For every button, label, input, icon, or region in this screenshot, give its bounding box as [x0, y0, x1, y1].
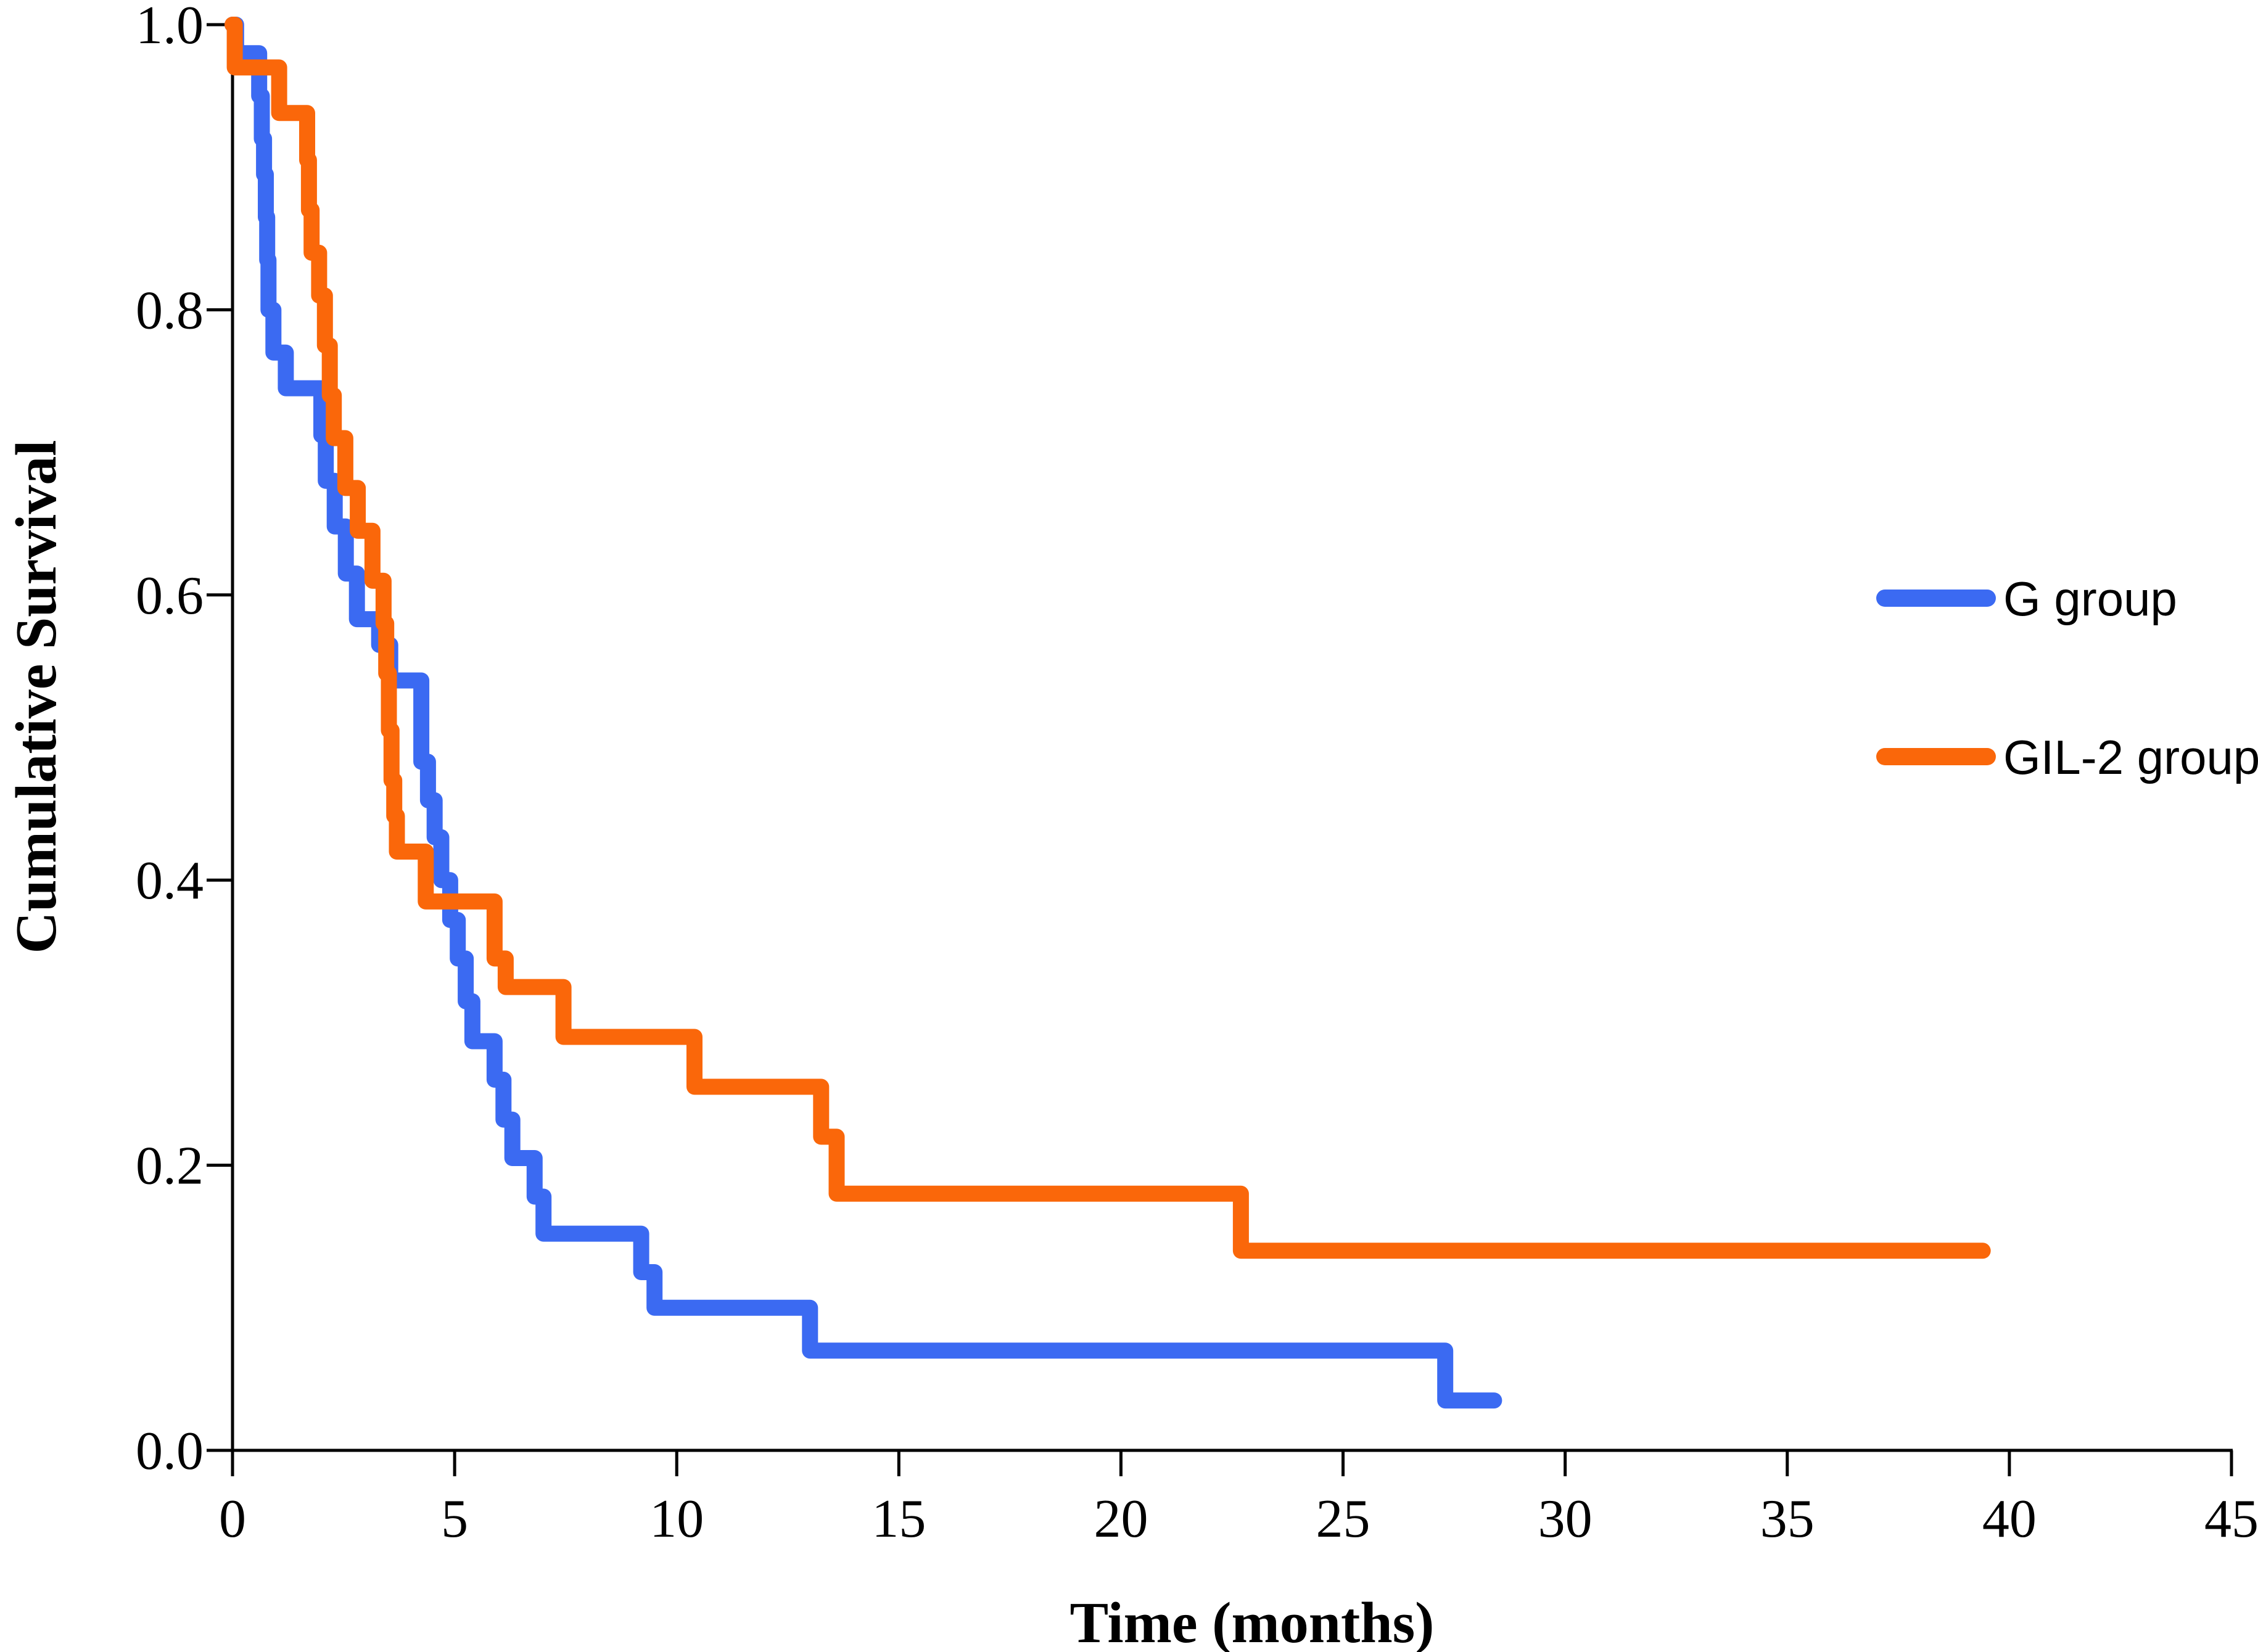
survival-curves	[225, 17, 1991, 1409]
survival-curve-g-group	[225, 17, 1502, 1409]
x-tick-label: 45	[2204, 1489, 2258, 1549]
x-axis-title: Time (months)	[1070, 1591, 1435, 1652]
x-tick-label: 15	[871, 1489, 926, 1549]
legend-label-g-group: G group	[2003, 572, 2177, 626]
x-tick-label: 0	[219, 1489, 246, 1549]
y-tick-label: 0.8	[136, 281, 204, 340]
y-tick-label: 0.2	[136, 1136, 204, 1196]
y-axis-title: Cumulative Survival	[4, 440, 68, 953]
x-tick-label: 20	[1094, 1489, 1148, 1549]
y-tick-label: 0.0	[136, 1421, 204, 1481]
y-tick-label: 0.4	[136, 851, 204, 911]
axes: 0 5 10 15 20 25 30 35 40 45 0.0 0.2 0.4 0.6 0.8 1.0	[136, 0, 2258, 1549]
legend-label-gil2-group: GIL-2 group	[2003, 730, 2258, 784]
x-tick-label: 30	[1538, 1489, 1593, 1549]
x-tick-label: 10	[649, 1489, 704, 1549]
y-tick-label: 0.6	[136, 566, 204, 626]
x-tick-label: 25	[1316, 1489, 1370, 1549]
survival-curve-gil-2-group	[225, 17, 1991, 1259]
y-tick-label: 1.0	[136, 0, 204, 55]
x-tick-label: 5	[441, 1489, 468, 1549]
legend: G group GIL-2 group	[1876, 572, 2258, 784]
x-tick-label: 35	[1760, 1489, 1815, 1549]
x-tick-label: 40	[1982, 1489, 2037, 1549]
